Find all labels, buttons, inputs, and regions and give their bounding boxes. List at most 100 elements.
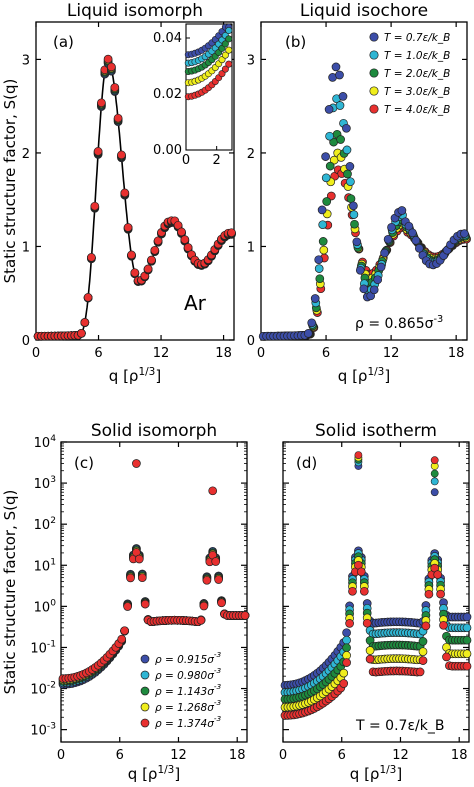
- inset-data-point: [221, 51, 229, 59]
- legend-label-b: T = 4.0ε/k_B: [384, 104, 450, 116]
- legend-marker-b: [369, 50, 379, 60]
- legend-marker-c: [140, 670, 150, 680]
- y-tick-label: 1: [22, 240, 30, 255]
- data-point-a: [110, 83, 120, 92]
- data-point-d: [418, 656, 428, 665]
- panel-a-title: Liquid isomorph: [67, 1, 203, 21]
- legend-marker-b: [369, 104, 379, 114]
- inset-y-tick-label: 0.00: [153, 143, 182, 158]
- data-point-b: [325, 161, 335, 171]
- data-point-c: [199, 601, 209, 611]
- data-point-d: [439, 620, 448, 630]
- x-axis-label-b: q [ρ1/3​]: [338, 366, 390, 385]
- data-point-a: [123, 223, 133, 232]
- inset-y-tick-label: 0.04: [153, 31, 182, 46]
- data-point-a: [93, 147, 103, 156]
- x-tick-label: 6: [338, 748, 346, 763]
- x-tick-label: 6: [322, 346, 330, 361]
- data-point-b: [349, 201, 358, 211]
- data-point-d: [442, 652, 451, 662]
- data-point-c: [196, 615, 206, 625]
- panel-a-label: (a): [53, 33, 74, 51]
- data-point-a: [113, 113, 123, 123]
- panel-b-frame: [260, 21, 468, 341]
- inset-data-point: [225, 46, 233, 54]
- x-tick-label: 12: [170, 748, 187, 763]
- data-point-d: [462, 635, 472, 645]
- inset-x-tick-label: 2: [213, 153, 221, 168]
- ar-annotation: Ar: [184, 291, 207, 315]
- data-point-a: [130, 268, 140, 278]
- legend-marker-b: [369, 68, 379, 78]
- inset-data-point: [221, 65, 229, 73]
- legend-marker-c: [140, 686, 150, 696]
- data-point-a: [117, 150, 126, 160]
- data-point-a: [127, 250, 136, 260]
- data-point-b: [303, 329, 313, 338]
- data-point-c: [240, 611, 250, 620]
- data-point-b: [408, 228, 417, 238]
- legend-marker-c: [140, 654, 150, 664]
- data-point-a: [150, 245, 160, 255]
- data-point-d: [365, 646, 375, 655]
- data-point-b: [321, 152, 330, 161]
- y-tick-label: 0: [22, 334, 30, 349]
- inset-data-point: [221, 40, 229, 48]
- data-point-d: [418, 647, 428, 657]
- legend-label-c: ρ = 0.915σ-3​: [155, 650, 222, 666]
- data-point-b: [325, 131, 334, 141]
- y-tick-label: 104​: [34, 434, 57, 451]
- x-axis-label-a: q [ρ1/3​]: [109, 366, 161, 385]
- y-tick-label: 10-2​: [30, 681, 56, 698]
- data-point-d: [433, 570, 443, 579]
- x-axis-label-d: q [ρ1/3​]: [350, 764, 402, 783]
- data-point-c: [214, 575, 223, 584]
- panel-a-frame: [35, 21, 235, 341]
- data-point-d: [462, 623, 472, 633]
- data-point-c: [202, 575, 212, 585]
- data-point-b: [315, 274, 325, 284]
- data-point-b: [376, 262, 386, 272]
- y-axis-label-top: Static structure factor, S(q): [1, 79, 19, 284]
- x-axis-label-c: q [ρ1/3​]: [128, 764, 180, 783]
- x-tick-label: 18: [229, 748, 246, 763]
- y-tick-label: 2: [22, 147, 30, 162]
- data-point-c: [117, 634, 127, 644]
- x-tick-label: 6: [94, 346, 102, 361]
- data-point-b: [383, 234, 393, 244]
- data-point-b: [359, 284, 369, 294]
- data-point-d: [339, 668, 349, 678]
- legend-marker-c: [140, 718, 150, 728]
- data-point-b: [380, 248, 389, 258]
- density-annotation: ρ = 0.865σ-3​: [355, 314, 443, 332]
- data-point-b: [342, 123, 351, 133]
- data-point-b: [350, 219, 359, 229]
- data-point-a: [180, 235, 190, 244]
- inset-data-point: [225, 35, 233, 43]
- data-point-a: [87, 253, 96, 262]
- data-point-b: [397, 206, 407, 215]
- inset-x-tick-label: 0: [182, 153, 190, 168]
- legend-label-c: ρ = 1.143σ-3​: [155, 682, 222, 698]
- legend-marker-b: [369, 86, 379, 96]
- legend-label-b: T = 1.0ε/k_B: [384, 50, 450, 62]
- data-point-b: [310, 294, 320, 303]
- x-tick-label: 12: [383, 346, 400, 361]
- bragg-point-d: [430, 477, 439, 486]
- legend-label-b: T = 2.0ε/k_B: [384, 68, 450, 80]
- data-point-d: [342, 651, 351, 660]
- data-point-b: [387, 222, 396, 232]
- panel-d-frame: [282, 441, 470, 743]
- data-point-d: [345, 619, 354, 628]
- data-point-b: [369, 285, 379, 295]
- panel-c-frame: [60, 441, 248, 743]
- legend-label-b: T = 0.7ε/k_B: [384, 32, 450, 44]
- data-point-b: [460, 229, 469, 238]
- data-point-b: [345, 162, 355, 171]
- data-point-a: [83, 293, 93, 302]
- data-point-d: [342, 628, 351, 638]
- data-point-d: [418, 637, 428, 646]
- data-point-d: [365, 654, 375, 664]
- bragg-point-c: [132, 459, 141, 468]
- data-point-a: [90, 201, 100, 211]
